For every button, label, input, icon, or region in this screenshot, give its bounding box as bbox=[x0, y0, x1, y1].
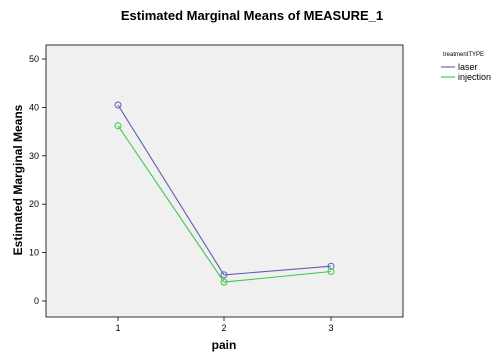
series-point-laser bbox=[114, 101, 122, 109]
y-tick-label: 40 bbox=[29, 102, 39, 112]
y-axis-title: Estimated Marginal Means bbox=[11, 104, 25, 255]
y-tick-label: 10 bbox=[29, 248, 39, 258]
y-tick-label: 50 bbox=[29, 54, 39, 64]
y-axis: 0 10 20 30 40 50 bbox=[29, 54, 46, 306]
series-point-injection bbox=[114, 122, 122, 130]
y-tick-label: 0 bbox=[34, 296, 39, 306]
series-point-laser bbox=[220, 271, 228, 279]
chart-title: Estimated Marginal Means of MEASURE_1 bbox=[121, 8, 383, 23]
legend-title: treatmentTYPE bbox=[443, 52, 484, 58]
x-axis: 1 2 3 bbox=[115, 317, 334, 333]
plot-area bbox=[45, 44, 404, 318]
x-tick-label: 3 bbox=[328, 323, 333, 333]
x-tick-label: 2 bbox=[221, 323, 226, 333]
x-tick-label: 1 bbox=[115, 323, 120, 333]
x-axis-title: pain bbox=[212, 338, 237, 352]
legend-label-laser: laser bbox=[458, 62, 478, 72]
series-layer bbox=[114, 101, 335, 286]
series-point-laser bbox=[327, 262, 335, 270]
series-point-injection bbox=[327, 268, 335, 275]
y-tick-label: 30 bbox=[29, 151, 39, 161]
series-point-injection bbox=[220, 278, 228, 286]
series-line-injection bbox=[117, 125, 332, 283]
legend-label-injection: injection bbox=[458, 72, 491, 82]
y-tick-label: 20 bbox=[29, 199, 39, 209]
series-line-laser bbox=[117, 104, 332, 276]
